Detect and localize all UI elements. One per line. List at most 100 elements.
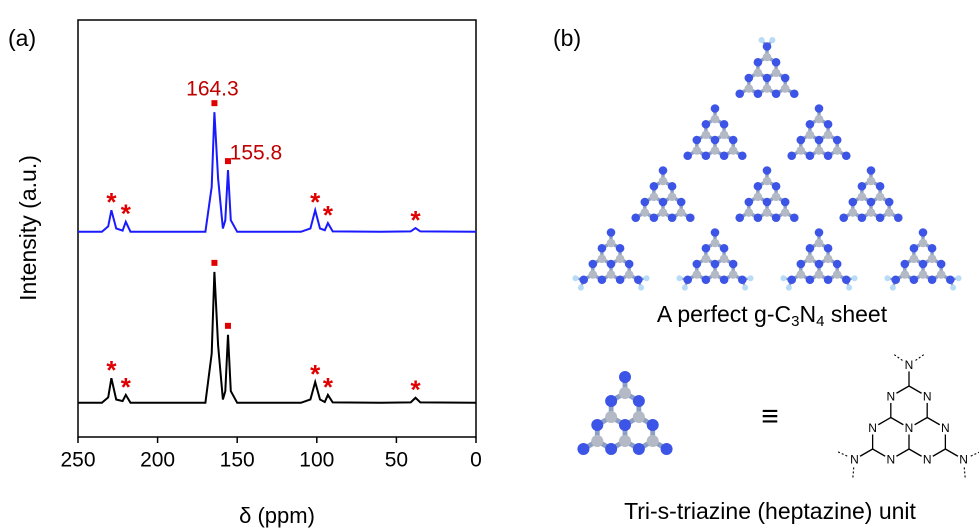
label-background [884, 453, 898, 466]
label-background [866, 421, 880, 435]
nitrogen-atom [606, 259, 616, 269]
sheet-caption: A perfect g-C3N4 sheet [657, 301, 888, 330]
nitrogen-atom [649, 181, 659, 191]
atom-label: N [868, 421, 877, 435]
panel-label: (b) [553, 25, 581, 51]
label-background [938, 421, 952, 435]
hydrogen-atom [769, 37, 776, 44]
carbon-atom [701, 130, 711, 140]
carbon-atom [606, 238, 616, 248]
label-background [957, 453, 971, 466]
carbon-atom [866, 176, 876, 186]
hydrogen-atom [846, 284, 853, 291]
label-background [847, 453, 861, 466]
nitrogen-atom [823, 151, 833, 161]
sideband-marker: * [410, 375, 421, 405]
nitrogen-atom [632, 443, 645, 455]
hydrogen-atom [851, 275, 858, 282]
x-tick-label: 150 [220, 449, 255, 472]
carbon-atom [780, 84, 790, 93]
carbon-atom [857, 192, 867, 202]
nitrogen-atom [619, 419, 631, 431]
caption-subscript: 4 [816, 313, 824, 330]
nitrogen-atom [701, 243, 711, 253]
carbon-atom [814, 238, 824, 248]
nitrogen-atom [805, 119, 815, 129]
nitrogen-atom [832, 135, 842, 145]
nitrogen-atom [918, 259, 928, 269]
nitrogen-atom [735, 213, 745, 223]
peak-annotation: 155.8 [230, 142, 283, 165]
nitrogen-atom [780, 197, 790, 207]
x-tick-label: 0 [470, 449, 482, 472]
sideband-marker: * [310, 359, 321, 389]
carbon-atom [744, 208, 754, 217]
nitrogen-atom [606, 228, 616, 237]
carbon-atom [900, 270, 910, 279]
nitrogen-atom [839, 213, 849, 223]
carbon-atom [909, 254, 919, 264]
nitrogen-atom [857, 181, 867, 191]
label-background [920, 453, 934, 466]
nitrogen-atom [787, 275, 797, 285]
carbon-atom [710, 146, 720, 155]
nitrogen-atom [701, 119, 711, 129]
nitrogen-atom [909, 275, 919, 285]
nitrogen-atom [875, 181, 885, 191]
nitrogen-atom [909, 243, 919, 253]
carbon-atom [640, 208, 650, 217]
nitrogen-atom [692, 135, 702, 145]
carbon-atom [936, 270, 946, 279]
carbon-atom [814, 114, 824, 124]
carbon-atom [866, 208, 876, 217]
hydrogen-atom [889, 284, 896, 291]
nitrogen-atom [577, 443, 590, 455]
peak-marker [211, 100, 218, 107]
nitrogen-atom [866, 197, 876, 207]
label-background [902, 358, 916, 372]
nitrogen-atom [814, 228, 824, 237]
plot-frame [77, 19, 477, 438]
nitrogen-atom [710, 259, 720, 269]
sideband-marker: * [323, 372, 334, 402]
atom-label: N [923, 453, 932, 467]
carbon-atom [692, 146, 702, 155]
nitrogen-atom [744, 197, 754, 207]
x-tick-label: 250 [60, 449, 95, 472]
nitrogen-atom [832, 259, 842, 269]
hydrogen-atom [758, 37, 765, 44]
carbon-atom [762, 208, 772, 217]
nitrogen-atom [753, 181, 763, 191]
dashed-bond [852, 459, 855, 480]
hydrogen-atom [785, 284, 792, 291]
unit-caption: Tri-s-triazine (heptazine) unit [624, 498, 916, 524]
nitrogen-atom [762, 42, 772, 51]
carbon-atom [710, 114, 720, 124]
nitrogen-atom [685, 213, 695, 223]
x-tick-label: 50 [385, 449, 408, 472]
carbon-atom [805, 130, 815, 140]
nitrogen-atom [719, 151, 729, 161]
x-tick-label: 200 [140, 449, 175, 472]
nitrogen-atom [857, 213, 867, 223]
label-background [884, 390, 898, 403]
carbon-atom [615, 254, 625, 264]
x-axis-label: δ (ppm) [239, 503, 315, 528]
nitrogen-atom [771, 181, 781, 191]
nitrogen-atom [737, 275, 747, 285]
molecule-layer: N N N N N N N N N N [572, 37, 979, 480]
peak-annotation: 164.3 [186, 78, 239, 101]
nitrogen-atom [789, 89, 799, 99]
carbon-atom [927, 254, 937, 264]
nitrogen-atom [728, 135, 738, 145]
carbon-atom [605, 411, 618, 423]
carbon-atom [658, 208, 668, 217]
nitrogen-atom [676, 197, 686, 207]
nitrogen-atom [631, 213, 641, 223]
nitrogen-atom [900, 259, 910, 269]
nitrogen-atom [796, 259, 806, 269]
x-tick-label: 100 [299, 449, 334, 472]
nitrogen-atom [591, 419, 604, 431]
nitrogen-atom [814, 135, 824, 145]
dashed-bond [836, 450, 855, 460]
